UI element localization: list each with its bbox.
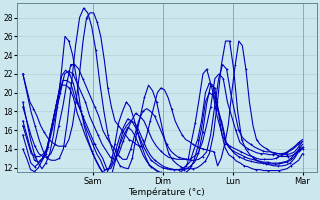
X-axis label: Température (°c): Température (°c): [129, 187, 205, 197]
